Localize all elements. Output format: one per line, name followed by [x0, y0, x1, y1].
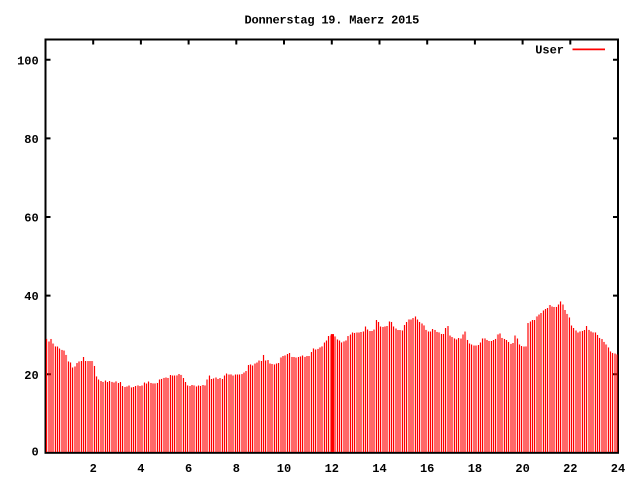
svg-text:4: 4	[137, 462, 144, 476]
svg-text:100: 100	[17, 54, 39, 68]
svg-text:2: 2	[90, 462, 97, 476]
svg-text:40: 40	[24, 290, 38, 304]
svg-text:12: 12	[325, 462, 339, 476]
svg-text:Donnerstag 19. Maerz 2015: Donnerstag 19. Maerz 2015	[245, 14, 420, 28]
svg-text:80: 80	[24, 133, 38, 147]
svg-text:8: 8	[233, 462, 240, 476]
svg-text:20: 20	[24, 369, 38, 383]
svg-text:10: 10	[277, 462, 291, 476]
svg-text:0: 0	[31, 446, 38, 460]
svg-text:16: 16	[420, 462, 434, 476]
svg-text:18: 18	[468, 462, 482, 476]
svg-text:6: 6	[185, 462, 192, 476]
svg-text:60: 60	[24, 212, 38, 226]
svg-text:User: User	[535, 44, 564, 58]
svg-text:22: 22	[563, 462, 577, 476]
svg-text:24: 24	[611, 462, 625, 476]
svg-text:20: 20	[515, 462, 529, 476]
svg-text:14: 14	[372, 462, 386, 476]
